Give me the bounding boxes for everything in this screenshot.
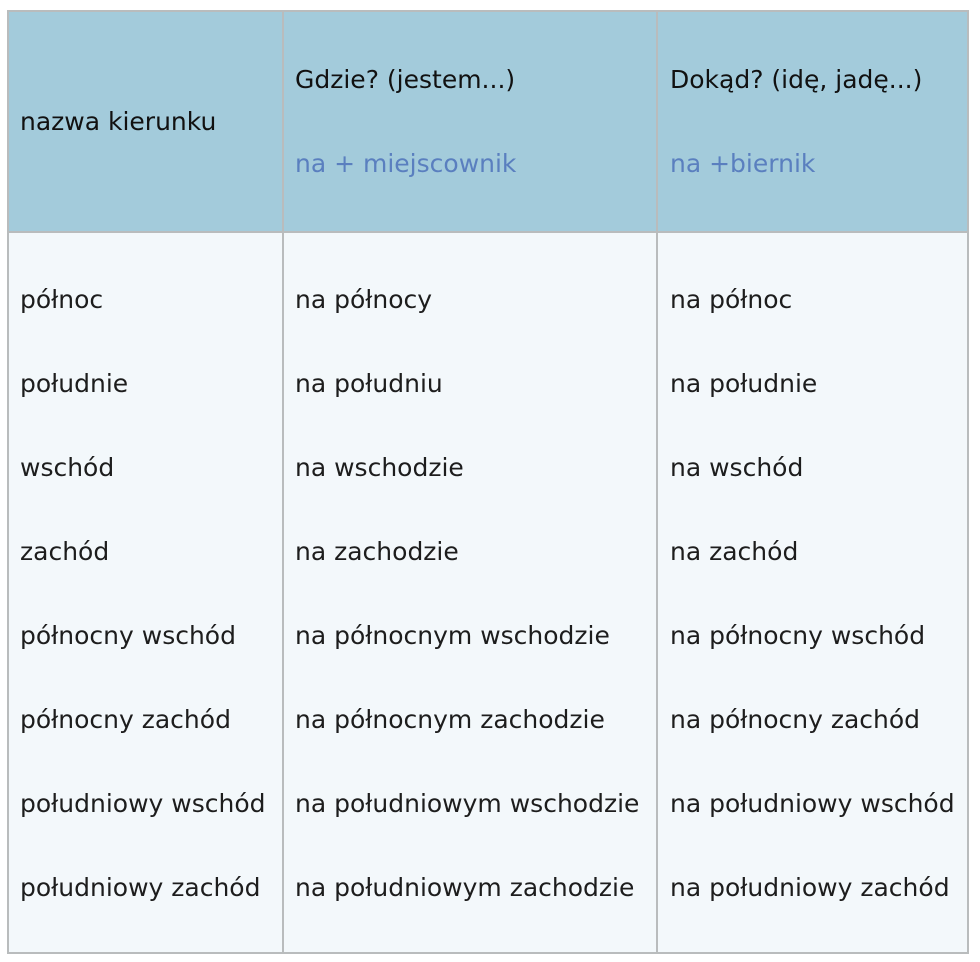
header-where-title: Gdzie? (jestem...) [295, 65, 516, 94]
cell-whither: na północ [670, 285, 793, 314]
cell-direction-name: południowy wschód [20, 789, 266, 818]
cell-direction-name: południowy zachód [20, 873, 261, 902]
cell-where: na północnym wschodzie [295, 621, 610, 650]
cell-direction-name: zachód [20, 537, 110, 566]
table-header: nazwa kierunku Gdzie? (jestem...) na + m… [9, 12, 967, 233]
cell-whither: na wschód [670, 453, 804, 482]
cell-direction-name: północny wschód [20, 621, 236, 650]
cell-where: na południowym zachodzie [295, 873, 635, 902]
header-whither-subtitle: na +biernik [670, 149, 816, 178]
header-where-subtitle: na + miejscownik [295, 149, 517, 178]
cell-whither: na zachód [670, 537, 799, 566]
column-divider [656, 12, 658, 952]
header-direction-name: nazwa kierunku [20, 107, 217, 136]
cell-where: na zachodzie [295, 537, 459, 566]
cell-direction-name: wschód [20, 453, 115, 482]
header-whither-title: Dokąd? (idę, jadę...) [670, 65, 923, 94]
cell-where: na południowym wschodzie [295, 789, 640, 818]
cell-direction-name: południe [20, 369, 129, 398]
cell-whither: na południowy wschód [670, 789, 955, 818]
cell-direction-name: północ [20, 285, 104, 314]
cell-where: na północy [295, 285, 433, 314]
cell-where: na południu [295, 369, 443, 398]
cell-whither: na północny zachód [670, 705, 921, 734]
declension-table: nazwa kierunku Gdzie? (jestem...) na + m… [7, 10, 969, 954]
cell-whither: na północny wschód [670, 621, 926, 650]
column-divider [282, 12, 284, 952]
cell-whither: na południe [670, 369, 818, 398]
cell-whither: na południowy zachód [670, 873, 950, 902]
cell-where: na wschodzie [295, 453, 464, 482]
cell-where: na północnym zachodzie [295, 705, 605, 734]
cell-direction-name: północny zachód [20, 705, 231, 734]
